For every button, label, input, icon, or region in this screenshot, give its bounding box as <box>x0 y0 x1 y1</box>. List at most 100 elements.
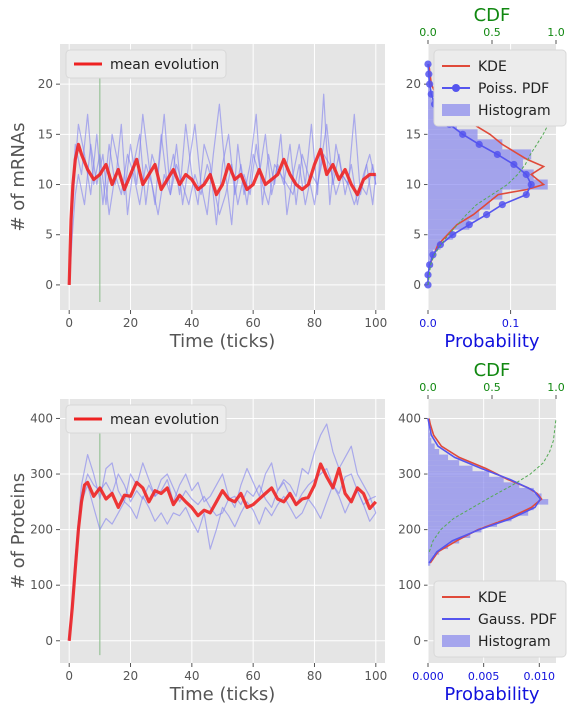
xtick-label: 80 <box>307 669 322 683</box>
ytick-label: 200 <box>30 523 53 537</box>
poisson-marker <box>527 180 535 189</box>
histogram-bar <box>428 229 453 240</box>
legend-box <box>65 404 227 434</box>
xtick-label: 80 <box>307 316 322 330</box>
histogram-bar <box>428 432 431 438</box>
ytick-label: 0 <box>45 634 53 648</box>
x-axis-label: Probability <box>444 684 539 705</box>
histogram-bar <box>428 179 548 190</box>
ytick-label: 10 <box>406 178 421 192</box>
histogram-bar <box>428 437 432 444</box>
cdf-line <box>428 418 557 552</box>
histogram-bar <box>428 426 430 433</box>
y-axis-label: # of mRNAs <box>8 122 29 231</box>
xtick-label: 0.1 <box>502 317 520 330</box>
poisson-marker <box>449 231 457 239</box>
y-axis-label: # of Proteins <box>8 473 29 589</box>
ytick-label: 300 <box>398 467 421 481</box>
legend-label: Poiss. PDF <box>478 81 549 97</box>
series-line-trajectory <box>68 143 377 285</box>
poisson-marker <box>522 190 530 199</box>
histogram-bar <box>428 537 460 544</box>
xtick-label: 0 <box>65 316 73 330</box>
plot-background <box>60 399 385 663</box>
histogram-bar <box>428 149 532 160</box>
xtick-label: 40 <box>184 316 199 330</box>
legend-swatch <box>442 635 470 647</box>
histogram-bar <box>428 443 435 450</box>
legend: mean evolution <box>65 404 227 434</box>
ytick-label: 300 <box>30 467 53 481</box>
poisson-marker <box>429 251 437 259</box>
poisson-marker <box>465 221 473 229</box>
xtick-label: 0.010 <box>524 670 556 683</box>
histogram-bar <box>428 460 460 466</box>
histogram-bar <box>428 482 520 488</box>
histogram-bar <box>428 159 523 170</box>
x2tick-label: 0.5 <box>483 381 501 394</box>
poisson-marker <box>459 130 467 138</box>
histogram-bar <box>428 554 434 561</box>
xtick-label: 100 <box>364 316 387 330</box>
histogram-bar <box>428 219 470 230</box>
histogram-bar <box>428 209 480 220</box>
poisson-marker <box>510 160 518 169</box>
histogram-bar <box>428 239 441 250</box>
xtick-label: 20 <box>123 669 138 683</box>
panel-bottom-left: 0 100 200 300 400 0 20 40 60 80 100 mean evolution T… <box>8 399 387 705</box>
histogram-bar <box>428 454 449 461</box>
histogram-bar <box>428 510 529 516</box>
histogram-bar <box>428 526 482 533</box>
histogram-bar <box>428 471 490 477</box>
legend-marker <box>452 84 460 92</box>
ytick-label: 400 <box>398 411 421 425</box>
poisson-marker <box>425 70 433 78</box>
histogram-bar <box>428 129 478 140</box>
poisson-marker <box>475 140 483 148</box>
series-line-trajectory <box>68 113 377 285</box>
legend-label: Histogram <box>478 103 551 119</box>
poisson-marker <box>426 80 434 88</box>
ytick-label: 200 <box>398 523 421 537</box>
ytick-label: 100 <box>30 578 53 592</box>
legend-label: KDE <box>478 59 507 75</box>
histogram-bar <box>428 476 504 483</box>
legend-label: KDE <box>478 590 507 606</box>
poisson-marker <box>424 60 432 68</box>
xtick-label: 0.000 <box>412 670 444 683</box>
ytick-label: 400 <box>30 411 53 425</box>
poisson-marker <box>427 90 435 98</box>
legend-label: Gauss. PDF <box>478 612 557 628</box>
poisson-marker <box>483 211 491 219</box>
poisson-marker <box>424 281 432 289</box>
legend-box <box>65 49 227 79</box>
xtick-label: 0.0 <box>419 317 437 330</box>
ytick-label: 0 <box>413 278 421 292</box>
ytick-label: 5 <box>45 228 53 242</box>
xtick-label: 0.005 <box>468 670 500 683</box>
panel-top-right: 0 5 10 15 20 0.0 0.1 0.0 0.5 1.0 CDF Probability KDE… <box>406 5 567 352</box>
poisson-marker <box>424 271 432 279</box>
ytick-label: 0 <box>45 278 53 292</box>
poisson-marker <box>498 201 506 209</box>
panel-bottom-right: 0 100 200 300 400 0.000 0.005 0.010 0.0 0.5 1.0 CDF… <box>398 360 567 705</box>
series-line-gauss-pdf <box>427 418 542 564</box>
histogram-bar <box>428 199 490 210</box>
histogram-bar <box>428 549 440 555</box>
x2tick-label: 0.0 <box>419 26 437 39</box>
ytick-label: 20 <box>38 77 53 91</box>
series-line-trajectory <box>68 484 377 641</box>
x-axis-label: Time (ticks) <box>169 331 276 352</box>
histogram-bar <box>428 499 549 505</box>
poisson-marker <box>426 261 434 269</box>
xtick-label: 60 <box>246 669 261 683</box>
legend-swatch <box>442 104 470 116</box>
series-line-mean <box>67 142 376 285</box>
histogram-bar <box>428 139 503 150</box>
histogram-bar <box>428 487 534 494</box>
x2-axis-label: CDF <box>474 5 511 26</box>
x2tick-label: 0.5 <box>483 26 501 39</box>
panel-top-left: 0 5 10 15 20 0 20 40 60 80 100 mean evolution Time (… <box>8 44 387 352</box>
histogram-bar <box>428 521 498 527</box>
series-line-mean <box>67 462 377 641</box>
